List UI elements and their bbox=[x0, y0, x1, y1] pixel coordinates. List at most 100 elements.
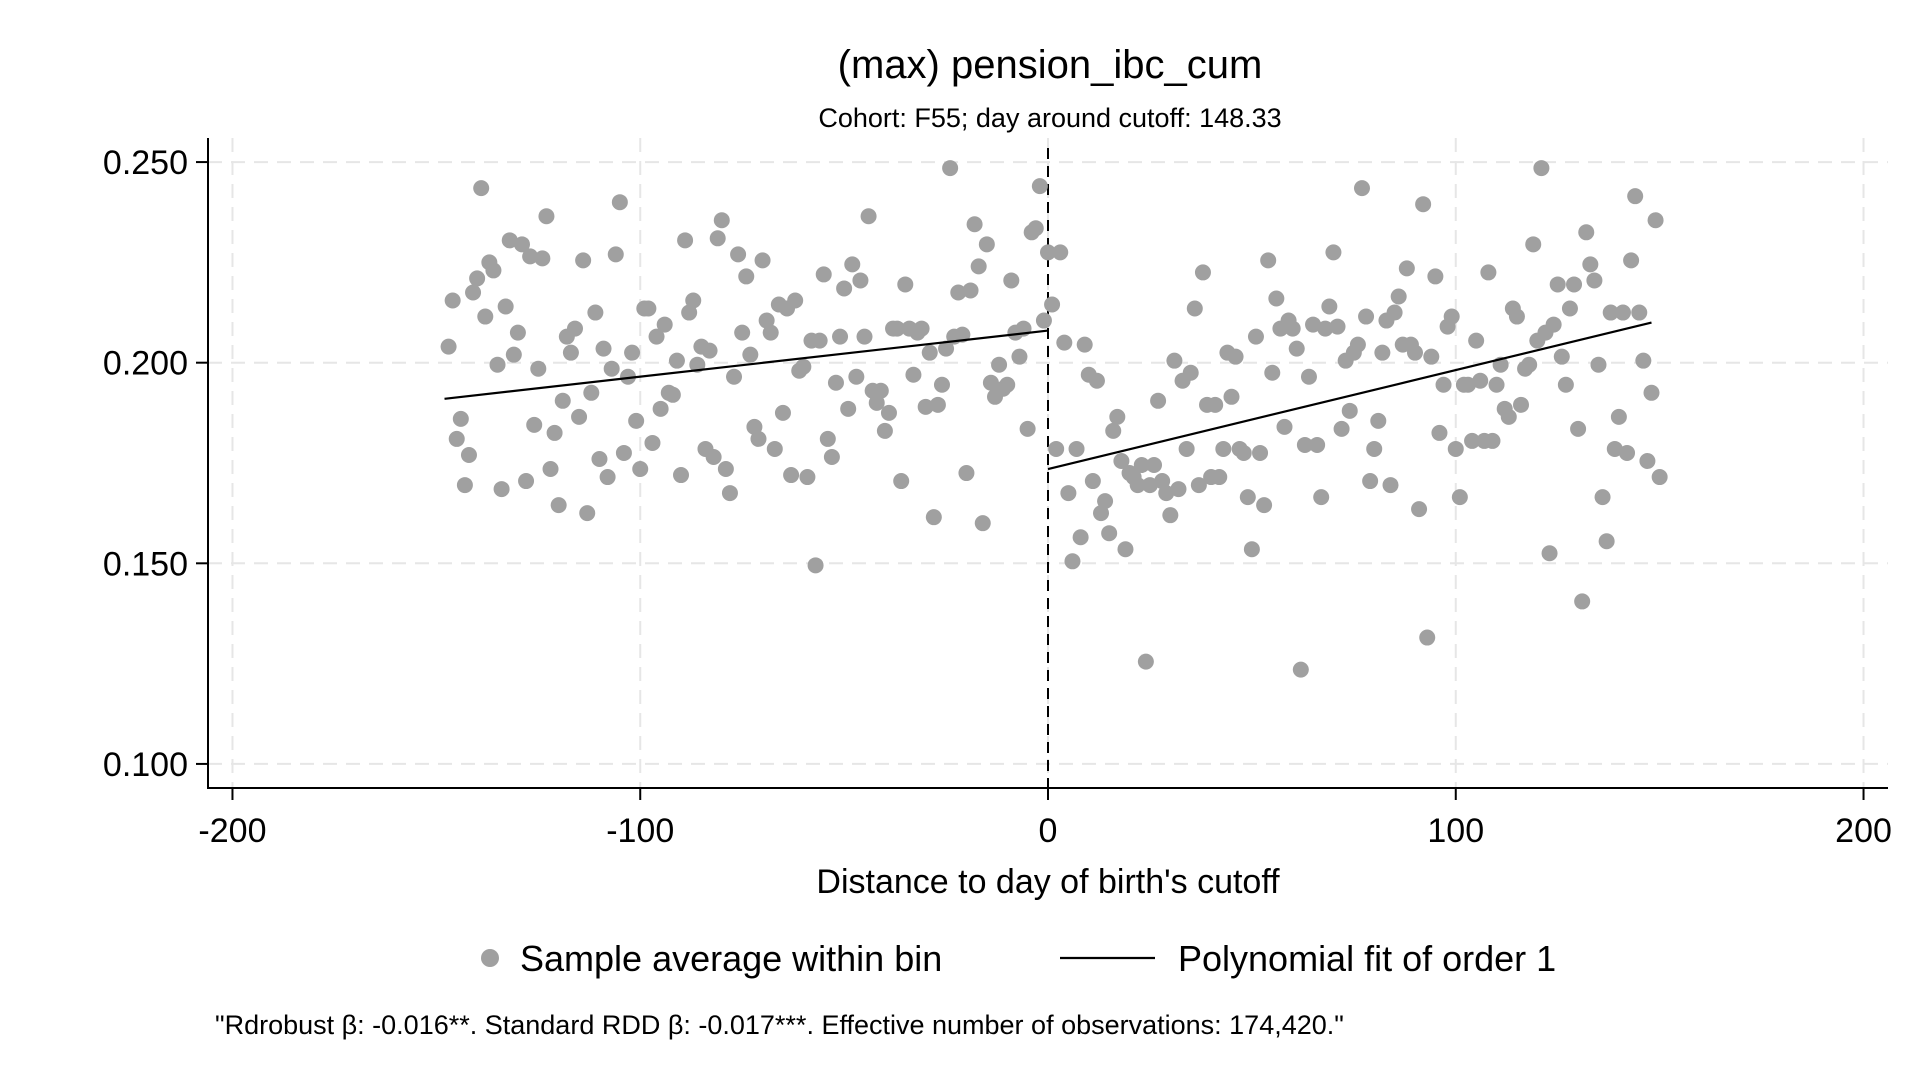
data-point bbox=[566, 320, 583, 337]
data-point bbox=[456, 477, 473, 494]
data-point bbox=[827, 374, 844, 391]
data-point bbox=[1064, 553, 1081, 570]
data-point bbox=[489, 356, 506, 373]
data-point bbox=[673, 467, 690, 484]
data-point bbox=[505, 346, 522, 363]
data-point bbox=[1256, 497, 1273, 514]
data-point bbox=[893, 473, 910, 490]
legend-label-bins: Sample average within bin bbox=[520, 938, 942, 979]
fit-lines bbox=[444, 321, 1652, 471]
data-point bbox=[460, 446, 477, 463]
data-point bbox=[591, 450, 608, 467]
data-point bbox=[1500, 408, 1517, 425]
data-point bbox=[550, 497, 567, 514]
data-point bbox=[1545, 316, 1562, 333]
data-point bbox=[542, 461, 559, 478]
data-point bbox=[1247, 328, 1264, 345]
data-point bbox=[1186, 300, 1203, 317]
chart-title: (max) pension_ibc_cum bbox=[838, 43, 1263, 87]
data-point bbox=[1093, 505, 1110, 522]
data-point bbox=[668, 352, 685, 369]
data-point bbox=[758, 312, 775, 329]
data-point bbox=[1602, 304, 1619, 321]
data-point bbox=[664, 386, 681, 403]
data-point bbox=[1472, 372, 1489, 389]
data-point bbox=[1427, 268, 1444, 285]
data-point bbox=[905, 366, 922, 383]
data-point bbox=[1040, 244, 1056, 261]
data-point bbox=[628, 412, 645, 429]
data-point bbox=[1647, 212, 1664, 229]
data-point bbox=[848, 368, 865, 385]
data-point bbox=[958, 465, 975, 482]
data-point bbox=[509, 324, 526, 341]
data-point bbox=[1329, 318, 1346, 335]
data-point bbox=[811, 332, 828, 349]
data-point bbox=[713, 212, 730, 229]
data-point bbox=[1158, 485, 1175, 502]
data-point bbox=[783, 467, 800, 484]
data-point bbox=[974, 515, 991, 532]
data-point bbox=[726, 368, 743, 385]
data-point bbox=[1606, 440, 1623, 457]
data-point bbox=[1076, 336, 1093, 353]
data-point bbox=[1415, 196, 1432, 213]
data-point bbox=[1468, 332, 1485, 349]
data-point bbox=[1333, 420, 1350, 437]
data-point bbox=[444, 292, 461, 309]
data-point bbox=[485, 262, 502, 279]
data-point bbox=[938, 340, 955, 357]
data-point bbox=[1190, 477, 1207, 494]
data-point bbox=[950, 284, 967, 301]
data-point bbox=[1614, 304, 1631, 321]
data-point bbox=[1390, 288, 1407, 305]
data-point bbox=[844, 256, 861, 273]
data-point bbox=[587, 304, 604, 321]
data-point bbox=[1321, 298, 1338, 315]
data-point bbox=[1048, 440, 1065, 457]
data-point bbox=[1276, 418, 1293, 435]
data-point bbox=[624, 344, 641, 361]
data-point bbox=[1570, 420, 1587, 437]
data-point bbox=[925, 509, 942, 526]
data-point bbox=[819, 430, 836, 447]
data-point bbox=[1358, 308, 1375, 325]
data-point bbox=[1533, 160, 1550, 177]
data-point bbox=[913, 320, 930, 337]
data-point bbox=[933, 376, 950, 393]
data-point bbox=[1411, 501, 1428, 518]
fit-line-segment bbox=[444, 329, 1049, 400]
data-point bbox=[1252, 444, 1269, 461]
data-point bbox=[1382, 477, 1399, 494]
data-point bbox=[991, 356, 1008, 373]
data-point bbox=[852, 272, 869, 289]
data-point bbox=[709, 230, 726, 247]
data-point bbox=[1227, 348, 1244, 365]
data-point bbox=[1101, 525, 1118, 542]
data-point bbox=[1162, 507, 1179, 524]
data-point bbox=[1349, 336, 1366, 353]
data-point bbox=[1639, 452, 1656, 469]
x-axis-label: Distance to day of birth's cutoff bbox=[816, 863, 1280, 901]
data-point bbox=[840, 400, 857, 417]
data-point bbox=[615, 444, 632, 461]
data-point bbox=[1056, 334, 1073, 351]
data-point bbox=[1166, 352, 1183, 369]
data-point bbox=[599, 469, 616, 486]
data-point bbox=[1088, 372, 1105, 389]
data-point bbox=[656, 316, 673, 333]
data-point bbox=[721, 485, 738, 502]
data-point bbox=[832, 328, 849, 345]
data-point bbox=[1300, 368, 1317, 385]
legend-label-fit: Polynomial fit of order 1 bbox=[1178, 938, 1556, 979]
y-tick-label: 0.250 bbox=[103, 144, 188, 182]
data-point bbox=[1146, 457, 1163, 474]
data-point bbox=[473, 180, 490, 197]
data-point bbox=[1003, 272, 1020, 289]
data-point bbox=[966, 216, 983, 233]
data-point bbox=[448, 430, 465, 447]
data-point bbox=[583, 384, 600, 401]
x-tick-label: 100 bbox=[1427, 812, 1484, 850]
data-point bbox=[681, 304, 698, 321]
